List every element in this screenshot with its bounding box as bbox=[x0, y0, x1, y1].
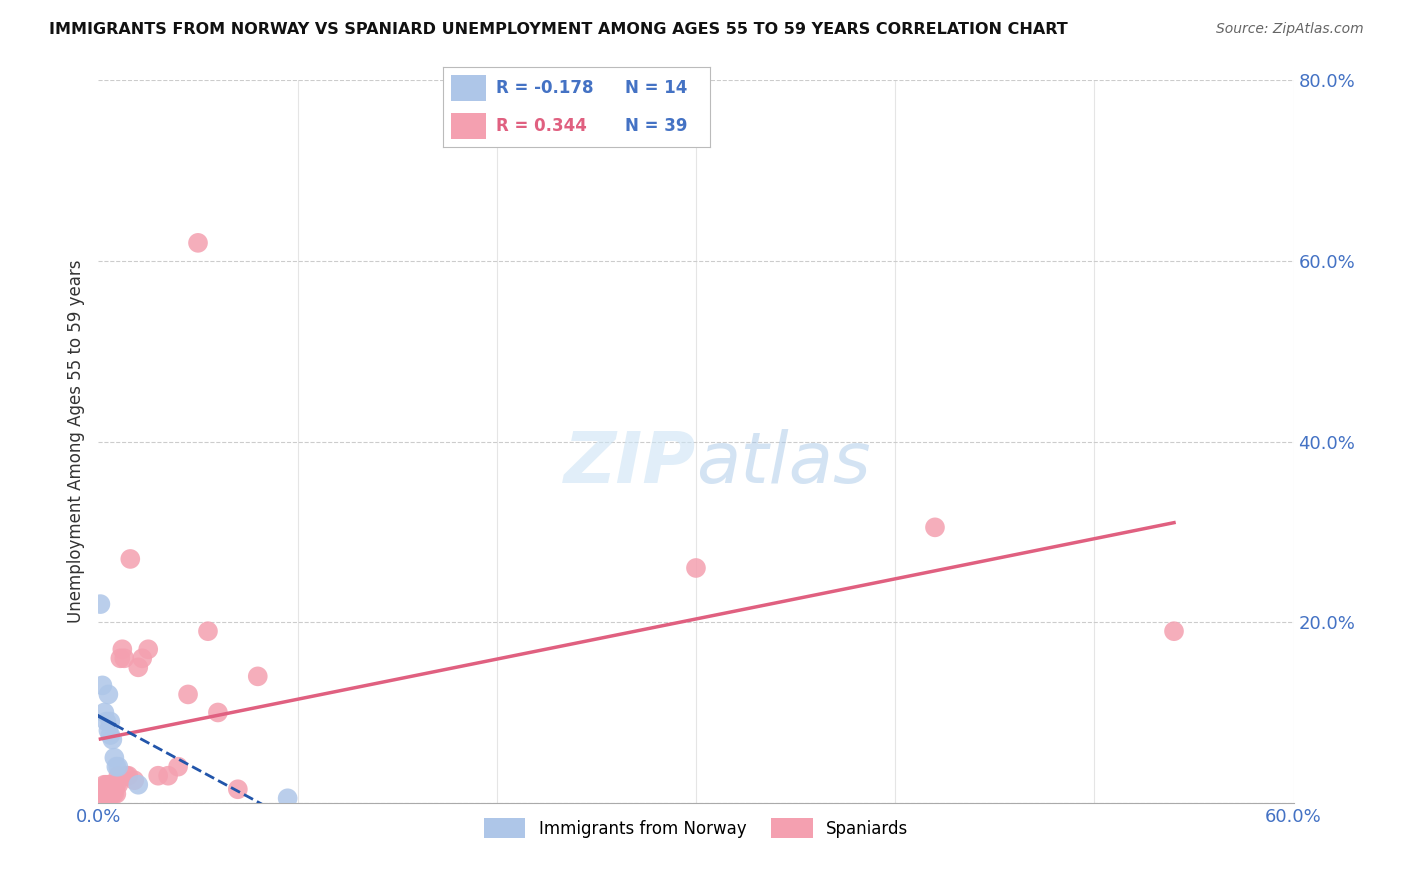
Point bbox=[1163, 624, 1185, 639]
Point bbox=[127, 660, 149, 674]
Point bbox=[187, 235, 209, 250]
Point bbox=[96, 787, 118, 801]
Text: IMMIGRANTS FROM NORWAY VS SPANIARD UNEMPLOYMENT AMONG AGES 55 TO 59 YEARS CORREL: IMMIGRANTS FROM NORWAY VS SPANIARD UNEMP… bbox=[49, 22, 1069, 37]
Point bbox=[111, 642, 134, 657]
Legend: Immigrants from Norway, Spaniards: Immigrants from Norway, Spaniards bbox=[477, 812, 915, 845]
Text: N = 39: N = 39 bbox=[624, 118, 688, 136]
Point bbox=[93, 778, 115, 792]
Point bbox=[107, 760, 129, 774]
Point bbox=[98, 778, 122, 792]
Point bbox=[89, 787, 111, 801]
Point bbox=[124, 773, 146, 788]
Point bbox=[97, 778, 120, 792]
FancyBboxPatch shape bbox=[451, 113, 485, 139]
Point bbox=[226, 782, 249, 797]
Point bbox=[136, 642, 159, 657]
Point bbox=[101, 787, 124, 801]
Point bbox=[107, 778, 129, 792]
Text: R = 0.344: R = 0.344 bbox=[496, 118, 588, 136]
Point bbox=[127, 778, 149, 792]
Text: Source: ZipAtlas.com: Source: ZipAtlas.com bbox=[1216, 22, 1364, 37]
Text: N = 14: N = 14 bbox=[624, 78, 688, 96]
Point bbox=[112, 651, 135, 665]
Point bbox=[98, 714, 122, 729]
Point bbox=[103, 787, 125, 801]
Point bbox=[97, 723, 120, 738]
Point bbox=[924, 520, 946, 534]
Point bbox=[157, 769, 180, 783]
Point bbox=[105, 778, 128, 792]
Point bbox=[101, 782, 124, 797]
Point bbox=[93, 706, 115, 720]
Text: R = -0.178: R = -0.178 bbox=[496, 78, 593, 96]
Point bbox=[96, 714, 118, 729]
Text: ZIP: ZIP bbox=[564, 429, 696, 498]
Point bbox=[101, 732, 124, 747]
Point bbox=[148, 769, 170, 783]
Point bbox=[110, 651, 132, 665]
Point bbox=[177, 687, 200, 701]
Point bbox=[685, 561, 707, 575]
Y-axis label: Unemployment Among Ages 55 to 59 years: Unemployment Among Ages 55 to 59 years bbox=[66, 260, 84, 624]
Point bbox=[197, 624, 219, 639]
Point bbox=[98, 728, 122, 742]
Point bbox=[107, 769, 129, 783]
Point bbox=[97, 687, 120, 701]
Point bbox=[117, 769, 139, 783]
Point bbox=[91, 678, 114, 692]
Point bbox=[120, 552, 142, 566]
Point bbox=[89, 597, 111, 611]
Point bbox=[115, 769, 138, 783]
Text: atlas: atlas bbox=[696, 429, 870, 498]
Point bbox=[103, 750, 125, 764]
Point bbox=[277, 791, 299, 805]
Point bbox=[91, 787, 114, 801]
Point bbox=[131, 651, 153, 665]
Point bbox=[167, 760, 190, 774]
Point bbox=[96, 778, 118, 792]
Point bbox=[246, 669, 269, 683]
Point bbox=[207, 706, 229, 720]
Point bbox=[98, 787, 122, 801]
Point bbox=[105, 760, 128, 774]
Point bbox=[105, 787, 128, 801]
Point bbox=[103, 782, 125, 797]
Point bbox=[97, 787, 120, 801]
FancyBboxPatch shape bbox=[451, 75, 485, 101]
